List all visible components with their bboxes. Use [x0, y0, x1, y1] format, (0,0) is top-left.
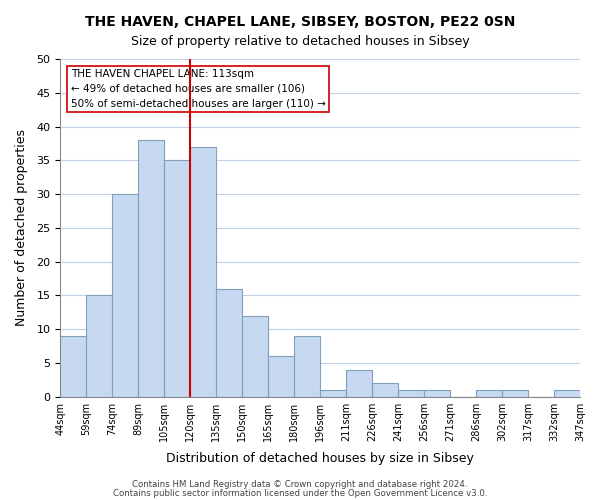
Text: THE HAVEN CHAPEL LANE: 113sqm
← 49% of detached houses are smaller (106)
50% of : THE HAVEN CHAPEL LANE: 113sqm ← 49% of d… [71, 69, 325, 108]
Bar [112, 194, 138, 396]
Text: THE HAVEN, CHAPEL LANE, SIBSEY, BOSTON, PE22 0SN: THE HAVEN, CHAPEL LANE, SIBSEY, BOSTON, … [85, 15, 515, 29]
Bar [476, 390, 502, 396]
Bar [424, 390, 450, 396]
X-axis label: Distribution of detached houses by size in Sibsey: Distribution of detached houses by size … [166, 452, 474, 465]
Bar [398, 390, 424, 396]
Bar [268, 356, 294, 397]
Bar [138, 140, 164, 396]
Bar [346, 370, 372, 396]
Bar [190, 147, 216, 396]
Text: Contains HM Land Registry data © Crown copyright and database right 2024.: Contains HM Land Registry data © Crown c… [132, 480, 468, 489]
Y-axis label: Number of detached properties: Number of detached properties [15, 130, 28, 326]
Bar [372, 383, 398, 396]
Bar [554, 390, 580, 396]
Bar [216, 288, 242, 397]
Bar [294, 336, 320, 396]
Bar [60, 336, 86, 396]
Bar [320, 390, 346, 396]
Bar [502, 390, 528, 396]
Bar [86, 296, 112, 396]
Text: Size of property relative to detached houses in Sibsey: Size of property relative to detached ho… [131, 35, 469, 48]
Text: Contains public sector information licensed under the Open Government Licence v3: Contains public sector information licen… [113, 488, 487, 498]
Bar [164, 160, 190, 396]
Bar [242, 316, 268, 396]
